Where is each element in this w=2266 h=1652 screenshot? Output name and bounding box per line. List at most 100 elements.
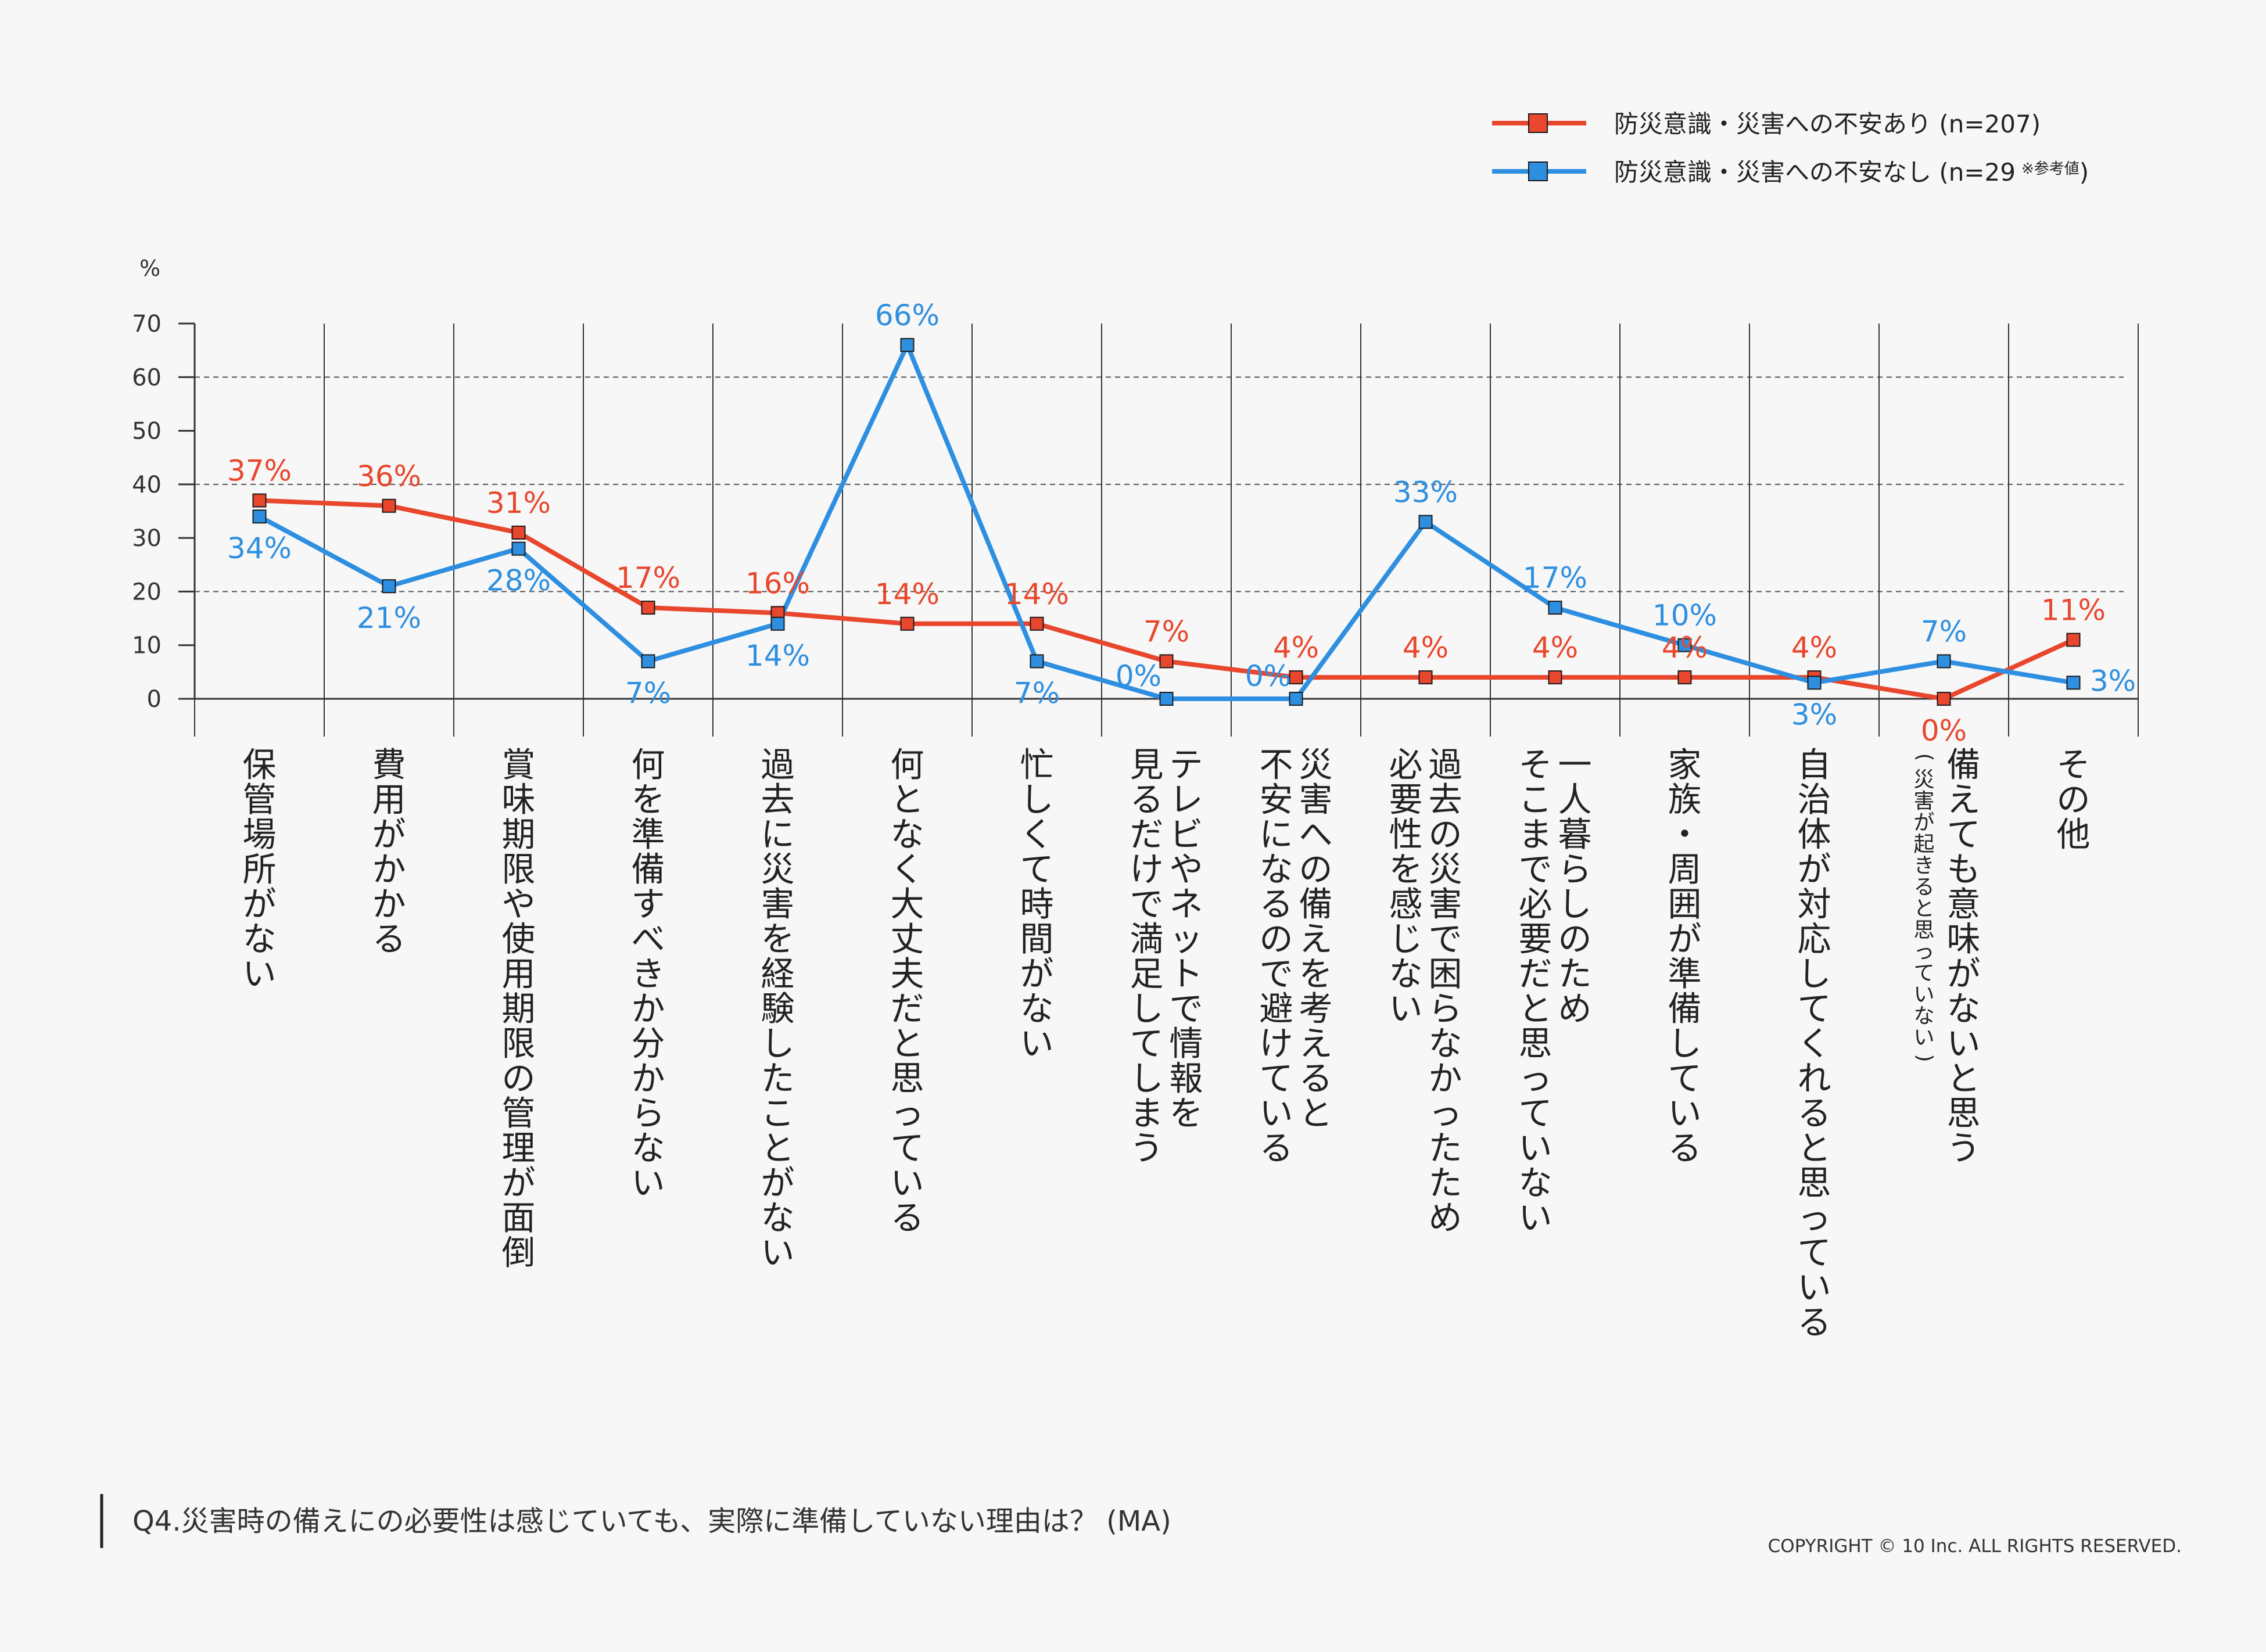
svg-text:感: 感 (1389, 885, 1422, 924)
svg-text:だ: だ (890, 989, 924, 1029)
svg-text:と: と (1913, 897, 1934, 921)
svg-text:か: か (372, 885, 406, 924)
svg-text:管: 管 (242, 780, 276, 820)
svg-text:丈: 丈 (890, 920, 924, 959)
svg-text:場: 場 (242, 815, 276, 854)
svg-text:っ: っ (1797, 1198, 1831, 1238)
svg-text:災: 災 (1913, 768, 1934, 792)
svg-text:の: の (501, 1059, 535, 1098)
svg-text:考: 考 (1299, 989, 1332, 1029)
svg-text:思: 思 (1518, 1024, 1552, 1064)
series-1-point (1937, 654, 1951, 669)
svg-text:こ: こ (1518, 780, 1552, 820)
series-0-data-label: 4% (1532, 631, 1578, 665)
svg-text:な: な (1518, 1163, 1552, 1203)
series-1-point (1677, 638, 1692, 652)
svg-text:囲: 囲 (1668, 885, 1701, 924)
svg-text:て: て (1913, 961, 1934, 985)
svg-text:家: 家 (1668, 745, 1701, 785)
svg-text:他: 他 (2056, 815, 2090, 854)
svg-text:レ: レ (1169, 780, 1203, 820)
series-1-data-label: 21% (357, 601, 421, 635)
series-0-point (1677, 670, 1692, 685)
svg-text:て: て (1518, 1094, 1552, 1133)
svg-text:い: い (1797, 1268, 1831, 1308)
svg-text:使: 使 (501, 920, 535, 959)
y-unit-label: % (139, 256, 160, 281)
y-tick-label: 50 (132, 418, 162, 445)
svg-text:る: る (1797, 1303, 1831, 1342)
svg-text:賞: 賞 (501, 745, 535, 785)
svg-text:避: 避 (1259, 989, 1293, 1029)
svg-text:限: 限 (501, 1024, 535, 1064)
series-1-point (1418, 515, 1433, 529)
series-0-point (1030, 616, 1044, 631)
svg-text:る: る (1797, 1094, 1831, 1133)
svg-text:管: 管 (501, 1094, 535, 1133)
svg-text:れ: れ (1797, 1059, 1831, 1098)
svg-text:ビ: ビ (1169, 815, 1203, 854)
svg-text:る: る (1259, 885, 1293, 924)
svg-text:用: 用 (372, 780, 406, 820)
series-1-point (252, 509, 267, 524)
svg-text:限: 限 (501, 850, 535, 889)
series-1-point (382, 579, 396, 594)
svg-text:き: き (1913, 854, 1934, 878)
svg-text:え: え (1299, 1024, 1332, 1064)
series-1-point (1289, 692, 1303, 706)
grid (195, 376, 2138, 700)
svg-text:な: な (1389, 954, 1422, 994)
svg-text:い: い (1389, 989, 1422, 1029)
svg-text:め: め (1558, 989, 1591, 1029)
svg-text:間: 間 (1020, 920, 1053, 959)
svg-text:が: が (761, 1163, 794, 1203)
svg-text:く: く (890, 850, 924, 889)
svg-text:る: る (372, 920, 406, 959)
svg-text:報: 報 (1169, 1059, 1203, 1098)
svg-text:で: で (1130, 885, 1163, 924)
question-text: Q4.災害時の備えにの必要性は感じていても、実際に準備していない理由は？ (MA… (132, 1505, 1171, 1538)
svg-text:思: 思 (1946, 1094, 1980, 1133)
svg-text:な: な (1428, 1024, 1462, 1064)
svg-text:期: 期 (501, 815, 535, 854)
svg-text:き: き (631, 954, 665, 994)
svg-text:と: と (890, 1024, 924, 1064)
series-0-data-label: 4% (1662, 631, 1708, 665)
svg-text:験: 験 (761, 989, 794, 1029)
series-1-point (770, 616, 785, 631)
svg-text:情: 情 (1169, 1024, 1203, 1064)
svg-text:る: る (1299, 1059, 1332, 1098)
svg-text:に: に (1259, 815, 1293, 854)
svg-text:を: を (1169, 1094, 1203, 1133)
svg-text:一: 一 (1558, 745, 1591, 785)
svg-text:準: 準 (1668, 954, 1701, 994)
series-0-point (252, 493, 267, 508)
legend-label-0: 防災意識・災害への不安あり (n=207) (1614, 110, 2041, 138)
svg-text:思: 思 (1797, 1163, 1831, 1203)
series-points (252, 337, 2081, 706)
svg-text:っ: っ (1428, 1094, 1462, 1133)
svg-text:と: と (1946, 1059, 1980, 1098)
svg-text:必: 必 (1518, 885, 1552, 924)
svg-text:な: な (1913, 1004, 1934, 1028)
svg-text:し: し (1558, 885, 1591, 924)
svg-text:過: 過 (761, 745, 794, 785)
svg-text:備: 備 (1299, 885, 1332, 924)
svg-text:と: と (1518, 989, 1552, 1029)
svg-text:に: に (761, 815, 794, 854)
svg-text:だ: だ (1130, 815, 1163, 854)
series-line-0 (259, 498, 2075, 701)
svg-text:て: て (1130, 1024, 1163, 1064)
y-axis: % 0 10 20 30 40 50 60 70 (132, 256, 196, 713)
svg-text:い: い (761, 1233, 794, 1273)
svg-text:費: 費 (372, 745, 406, 785)
copyright-text: COPYRIGHT © 10 Inc. ALL RIGHTS RESERVED. (1768, 1536, 2182, 1557)
